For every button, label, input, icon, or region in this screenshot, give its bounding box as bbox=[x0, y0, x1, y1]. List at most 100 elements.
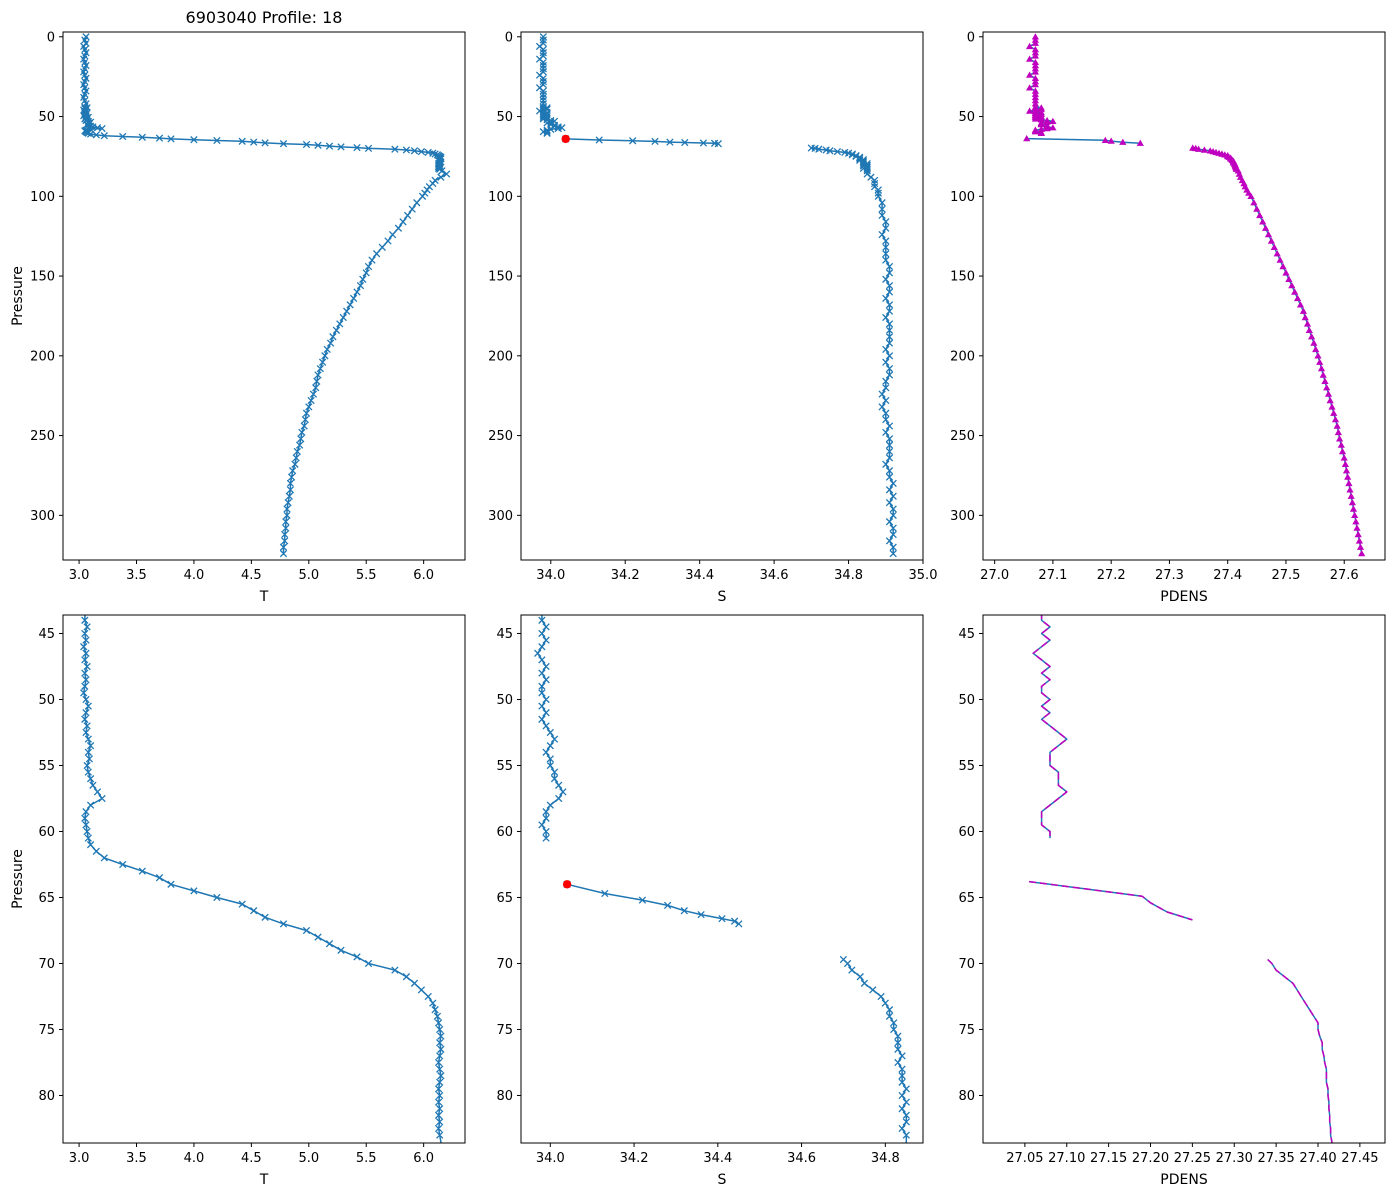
y-tick-label: 80 bbox=[38, 1089, 55, 1104]
pdens-line bbox=[1267, 958, 1333, 1143]
y-tick-label: 45 bbox=[38, 627, 55, 642]
axes-frame bbox=[982, 31, 1386, 561]
y-tick-label: 80 bbox=[958, 1089, 975, 1104]
plot-area bbox=[63, 615, 465, 1143]
y-tick-label: 150 bbox=[950, 270, 975, 285]
x-tick-label: 27.45 bbox=[1341, 1151, 1378, 1166]
y-tick-label: 65 bbox=[958, 891, 975, 906]
y-tick-label: 55 bbox=[38, 759, 55, 774]
y-tick-label: 60 bbox=[958, 825, 975, 840]
plot-area bbox=[521, 615, 923, 1143]
y-tick-label: 100 bbox=[950, 190, 975, 205]
y-tick-label: 200 bbox=[30, 349, 55, 364]
y-tick-label: 60 bbox=[496, 825, 513, 840]
x-tick-label: 4.0 bbox=[184, 1151, 205, 1166]
y-tick-label: 150 bbox=[488, 270, 513, 285]
series-layer bbox=[80, 615, 445, 1143]
y-tick-label: 250 bbox=[488, 429, 513, 444]
x-tick-label: 34.0 bbox=[536, 568, 565, 583]
y-tick-label: 250 bbox=[30, 429, 55, 444]
y-tick-label: 0 bbox=[505, 30, 513, 45]
y-tick-label: 200 bbox=[488, 349, 513, 364]
y-tick-label: 55 bbox=[496, 759, 513, 774]
x-axis-label: T bbox=[259, 1172, 269, 1188]
x-axis-label: T bbox=[259, 589, 269, 605]
x-tick-label: 6.0 bbox=[413, 1151, 434, 1166]
x-tick-label: 27.1 bbox=[1038, 568, 1067, 583]
y-tick-label: 65 bbox=[496, 891, 513, 906]
y-tick-label: 50 bbox=[496, 693, 513, 708]
y-tick-label: 45 bbox=[496, 627, 513, 642]
plot-area bbox=[63, 32, 465, 560]
x-tick-label: 3.5 bbox=[126, 568, 147, 583]
x-axis-label: PDENS bbox=[1160, 589, 1208, 605]
x-tick-label: 34.8 bbox=[871, 1151, 900, 1166]
x-markers bbox=[80, 616, 445, 1139]
x-tick-label: 35.0 bbox=[909, 568, 938, 583]
x-tick-label: 4.0 bbox=[184, 568, 205, 583]
x-tick-label: 27.30 bbox=[1216, 1151, 1253, 1166]
x-tick-label: 34.2 bbox=[620, 1151, 649, 1166]
x-tick-label: 5.5 bbox=[356, 568, 377, 583]
y-tick-label: 50 bbox=[38, 110, 55, 125]
pdens-line bbox=[1029, 880, 1193, 921]
x-tick-label: 3.5 bbox=[126, 1151, 147, 1166]
pdens-line bbox=[1032, 615, 1068, 839]
x-tick-label: 27.3 bbox=[1155, 568, 1184, 583]
t-line bbox=[82, 615, 442, 1143]
y-tick-label: 300 bbox=[950, 509, 975, 524]
x-tick-label: 34.6 bbox=[760, 568, 789, 583]
x-tick-label: 27.5 bbox=[1271, 568, 1300, 583]
plot-area bbox=[521, 32, 923, 560]
figure-title: 6903040 Profile: 18 bbox=[185, 8, 343, 27]
x-axis-label: PDENS bbox=[1160, 1172, 1208, 1188]
x-tick-label: 27.15 bbox=[1090, 1151, 1127, 1166]
x-tick-label: 27.20 bbox=[1132, 1151, 1169, 1166]
y-tick-label: 75 bbox=[958, 1023, 975, 1038]
y-tick-label: 70 bbox=[38, 957, 55, 972]
subplot-s-full: 34.0 34.2 34.4 34.6 34.8 35.0 0 50 100 150 200 250 3… bbox=[488, 30, 937, 605]
y-tick-label: 150 bbox=[30, 270, 55, 285]
y-tick-label: 200 bbox=[950, 349, 975, 364]
axes-frame bbox=[520, 31, 924, 561]
x-tick-label: 34.4 bbox=[703, 1151, 732, 1166]
series-layer bbox=[1029, 615, 1333, 1143]
y-tick-label: 70 bbox=[496, 957, 513, 972]
y-tick-label: 250 bbox=[950, 429, 975, 444]
subplot-s-zoom: 34.0 34.2 34.4 34.6 34.8 45 50 55 60 65 70 75 80 S bbox=[496, 614, 924, 1188]
subplot-t-full: 3.0 3.5 4.0 4.5 5.0 5.5 6.0 0 50 100 150 200 250 300 T… bbox=[10, 30, 466, 605]
subplot-t-zoom: 3.0 3.5 4.0 4.5 5.0 5.5 6.0 45 50 55 60 65 70 75 80 T Pr… bbox=[10, 614, 466, 1188]
y-tick-label: 50 bbox=[496, 110, 513, 125]
x-tick-label: 5.0 bbox=[298, 568, 319, 583]
y-tick-label: 75 bbox=[496, 1023, 513, 1038]
x-tick-label: 34.4 bbox=[685, 568, 714, 583]
x-tick-label: 5.0 bbox=[298, 1151, 319, 1166]
x-axis-label: S bbox=[718, 1172, 727, 1188]
x-tick-label: 6.0 bbox=[413, 568, 434, 583]
x-tick-label: 27.40 bbox=[1299, 1151, 1336, 1166]
y-axis-label: Pressure bbox=[10, 849, 26, 909]
series-layer bbox=[80, 33, 451, 558]
y-tick-label: 70 bbox=[958, 957, 975, 972]
y-tick-label: 80 bbox=[496, 1089, 513, 1104]
x-tick-label: 27.2 bbox=[1097, 568, 1126, 583]
highlight-dot-marker bbox=[562, 880, 572, 889]
x-tick-label: 27.6 bbox=[1330, 568, 1359, 583]
y-axis-label: Pressure bbox=[10, 266, 26, 326]
highlight-dot-marker bbox=[561, 134, 570, 144]
subplot-pdens-zoom: 27.05 27.10 27.15 27.20 27.25 27.30 27.35 27.40… bbox=[958, 614, 1386, 1188]
x-tick-label: 34.6 bbox=[787, 1151, 816, 1166]
axes-frame bbox=[62, 31, 466, 561]
x-tick-label: 4.5 bbox=[241, 568, 262, 583]
x-markers bbox=[535, 33, 566, 137]
plot-area bbox=[983, 32, 1385, 560]
x-tick-label: 27.0 bbox=[980, 568, 1009, 583]
y-tick-label: 65 bbox=[38, 891, 55, 906]
y-tick-label: 300 bbox=[488, 509, 513, 524]
axes-frame bbox=[62, 614, 466, 1144]
y-tick-label: 75 bbox=[38, 1023, 55, 1038]
x-tick-label: 34.0 bbox=[536, 1151, 565, 1166]
x-tick-label: 3.0 bbox=[69, 568, 90, 583]
x-axis-label: S bbox=[718, 589, 727, 605]
